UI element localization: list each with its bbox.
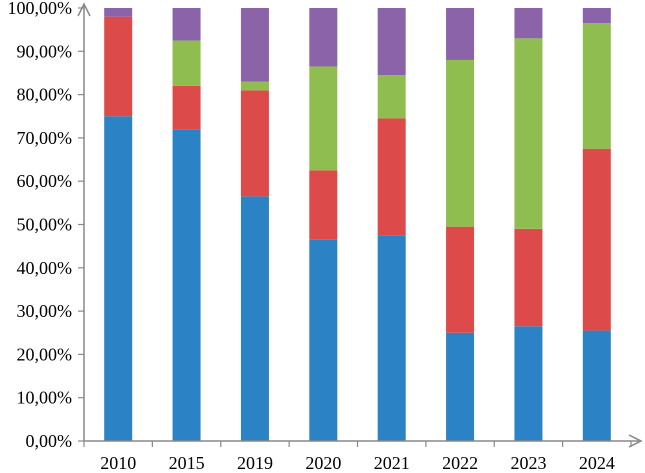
bar-segment-2022-series-4 <box>446 8 475 60</box>
bars-layer <box>104 8 611 442</box>
y-tick-label: 50,00% <box>17 215 73 235</box>
x-tick-label: 2019 <box>237 453 273 473</box>
bar-segment-2020-series-2 <box>309 170 338 240</box>
bar-segment-2023-series-4 <box>514 8 543 39</box>
bar-segment-2021-series-3 <box>377 75 406 119</box>
bar-segment-2022-series-2 <box>446 226 475 333</box>
bar-segment-2021-series-2 <box>377 118 406 236</box>
y-tick-label: 100,00% <box>8 0 73 18</box>
bar-segment-2019-series-4 <box>240 8 269 82</box>
bar-segment-2024-series-3 <box>582 23 611 149</box>
x-tick-label: 2015 <box>169 453 205 473</box>
y-tick-label: 80,00% <box>17 85 73 105</box>
y-tick-label: 10,00% <box>17 388 73 408</box>
x-tick-label: 2022 <box>442 453 478 473</box>
bar-segment-2022-series-1 <box>446 332 475 441</box>
bar-segment-2020-series-3 <box>309 66 338 171</box>
bar-segment-2023-series-3 <box>514 38 543 229</box>
bar-segment-2019-series-2 <box>240 90 269 197</box>
x-tick-label: 2024 <box>579 453 615 473</box>
y-tick-label: 90,00% <box>17 41 73 61</box>
bar-segment-2019-series-3 <box>240 81 269 91</box>
y-tick-label: 70,00% <box>17 128 73 148</box>
bar-segment-2010-series-1 <box>104 116 133 441</box>
bar-segment-2015-series-2 <box>172 85 201 130</box>
bar-segment-2015-series-3 <box>172 40 201 86</box>
bar-segment-2021-series-4 <box>377 8 406 76</box>
bar-segment-2015-series-1 <box>172 129 201 442</box>
y-tick-label: 0,00% <box>26 431 73 451</box>
bar-segment-2024-series-2 <box>582 148 611 331</box>
y-tick-label: 30,00% <box>17 301 73 321</box>
bar-segment-2010-series-2 <box>104 16 133 117</box>
bar-segment-2020-series-1 <box>309 239 338 441</box>
x-axis-arrow-icon <box>628 434 643 448</box>
y-tick-label: 40,00% <box>17 258 73 278</box>
x-tick-label: 2010 <box>100 453 136 473</box>
bar-segment-2020-series-4 <box>309 8 338 67</box>
labels-layer: 0,00% 10,00% 20,00% 30,00% 40,00% 50,00% 60,00… <box>8 0 615 473</box>
bar-segment-2023-series-2 <box>514 228 543 327</box>
bar-segment-2023-series-1 <box>514 326 543 441</box>
axes-layer <box>77 2 643 448</box>
bar-segment-2024-series-4 <box>582 8 611 24</box>
x-tick-label: 2020 <box>305 453 341 473</box>
y-tick-label: 60,00% <box>17 171 73 191</box>
y-axis-arrow-icon <box>77 2 91 17</box>
bar-segment-2015-series-4 <box>172 8 201 41</box>
bar-segment-2022-series-3 <box>446 59 475 227</box>
y-tick-label: 20,00% <box>17 344 73 364</box>
bar-segment-2019-series-1 <box>240 196 269 441</box>
bar-segment-2024-series-1 <box>582 330 611 441</box>
x-tick-label: 2021 <box>374 453 410 473</box>
bar-segment-2010-series-4 <box>104 8 133 17</box>
bar-segment-2021-series-1 <box>377 235 406 441</box>
x-tick-label: 2023 <box>510 453 546 473</box>
